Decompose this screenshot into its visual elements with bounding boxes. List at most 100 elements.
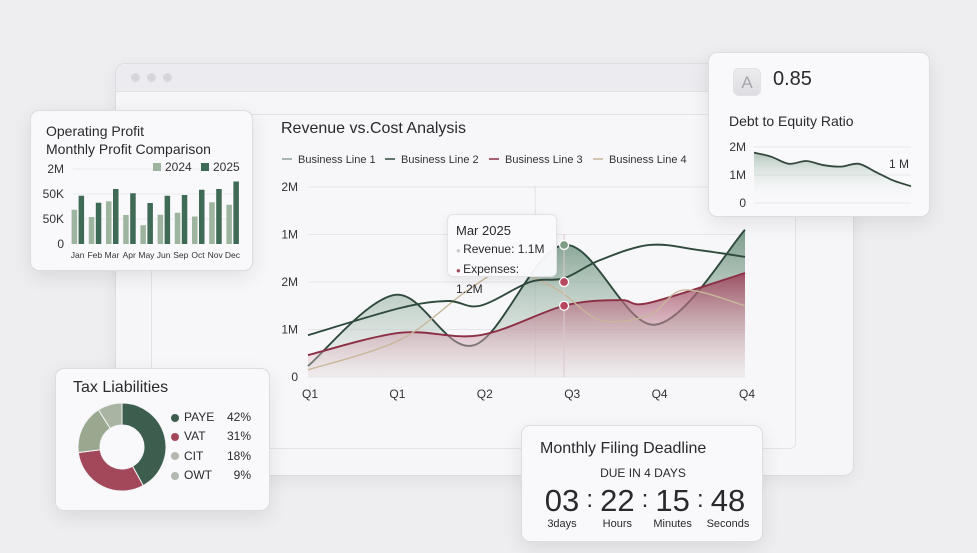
legend-label: PAYE: [184, 410, 215, 424]
x-tick-label: Apr: [123, 250, 136, 260]
y-tick-label: 0: [739, 196, 746, 210]
tax-liabilities-title: Tax Liabilities: [73, 379, 169, 396]
x-tick-label: Q1: [389, 387, 405, 401]
countdown-separator: :: [696, 486, 704, 513]
legend-dot-icon: [171, 471, 179, 480]
bar-2025: [113, 189, 119, 244]
countdown-hours-label: Hours: [602, 518, 632, 530]
window-minimize-dot[interactable]: [147, 73, 156, 82]
donut-slice-owt: [97, 402, 123, 430]
legend-item-vat: VAT 31%: [171, 427, 251, 446]
bar-2024: [174, 212, 181, 244]
series-line-4: [307, 269, 746, 371]
legend-label: Business Line 3: [505, 154, 583, 166]
countdown-seconds: 48 Seconds: [706, 483, 750, 531]
countdown-hours: 22 Hours: [595, 483, 639, 531]
bar-2024: [88, 217, 95, 244]
tax-liabilities-card: Tax Liabilities PAYE 42% VAT 31% CIT 18% OWT 9%: [55, 368, 270, 511]
tax-legend: PAYE 42% VAT 31% CIT 18% OWT 9%: [171, 408, 251, 485]
countdown-separator: :: [641, 486, 649, 513]
y-tick-label: 50K: [43, 187, 64, 201]
x-tick-label: Q1: [302, 387, 318, 401]
countdown-seconds-label: Seconds: [706, 518, 750, 530]
bar-2024: [140, 225, 146, 244]
bar-2025: [147, 203, 153, 244]
bar-2024: [192, 216, 198, 244]
y-tick-label: 1M: [281, 323, 298, 337]
y-tick-label: 1M: [281, 228, 298, 242]
tax-liabilities-donut: [77, 402, 167, 492]
debt-equity-chart: 0 1M 2M 1 M: [729, 140, 912, 210]
x-tick-label: Q3: [564, 387, 580, 401]
legend-label: Business Line 2: [401, 154, 479, 166]
x-tick-label: Q2: [477, 387, 493, 401]
deadline-title: Monthly Filing Deadline: [540, 440, 707, 457]
bar-2025: [130, 193, 136, 244]
y-tick-label: 2M: [281, 275, 298, 289]
window-close-dot[interactable]: [131, 73, 140, 82]
bar-2024: [209, 202, 215, 244]
y-tick-label: 0: [57, 237, 64, 251]
x-tick-label: Nov: [208, 250, 224, 260]
operating-profit-chart: 0 50K 50K 2M 2024 2025 Jan Feb Mar Apr May Jun Sep Oc…: [43, 160, 241, 260]
filing-deadline-card: Monthly Filing Deadline DUE IN 4 DAYS 03…: [521, 425, 763, 542]
legend-label: Business Line 4: [609, 154, 687, 166]
bar-2025: [95, 202, 102, 244]
debt-equity-title: Debt to Equity Ratio: [729, 113, 854, 129]
legend-dot-icon: [171, 413, 179, 422]
rating-badge: A: [733, 68, 761, 96]
legend-swatch-2025: [201, 163, 209, 171]
countdown-minutes-label: Minutes: [653, 518, 692, 530]
countdown-seconds-value: 48: [710, 483, 746, 518]
deadline-due-text: DUE IN 4 DAYS: [600, 466, 686, 480]
series-area-3: [308, 272, 745, 377]
bar-2025: [216, 189, 222, 244]
sparkline-area: [754, 152, 911, 203]
tooltip-title: Mar 2025: [456, 223, 511, 238]
window-zoom-dot[interactable]: [163, 73, 172, 82]
legend-item-cit: CIT 18%: [171, 447, 251, 466]
x-tick-label: Oct: [191, 250, 205, 260]
highlight-point: [558, 276, 570, 288]
y-tick-label: 0: [291, 370, 298, 384]
countdown-days: 03 3days: [540, 484, 584, 531]
bar-2025: [199, 189, 205, 244]
bar-2025: [181, 195, 188, 244]
x-tick-label: Sep: [173, 250, 188, 260]
legend-item-paye: PAYE 42%: [171, 408, 251, 427]
x-tick-label: Feb: [87, 250, 102, 260]
bar-2024: [71, 209, 78, 244]
donut-slice-paye: [121, 402, 167, 487]
x-tick-label: Jan: [71, 250, 85, 260]
y-tick-label: 2M: [729, 140, 746, 154]
legend-label: Business Line 1: [298, 154, 376, 166]
x-tick-label: May: [138, 250, 155, 260]
x-tick-label: Jun: [157, 250, 171, 260]
bar-2024: [123, 215, 129, 244]
legend-value: 9%: [233, 467, 251, 482]
sparkline-annotation: 1 M: [889, 157, 909, 171]
legend-dot-icon: [171, 452, 179, 461]
legend-label: 2025: [213, 160, 240, 174]
countdown-minutes: 15 Minutes: [651, 484, 695, 531]
legend-swatch-2024: [153, 163, 161, 171]
operating-profit-card: Operating Profit Monthly Profit Comparis…: [30, 110, 253, 271]
y-tick-label: 1M: [729, 168, 746, 182]
revenue-dot-icon: ●: [456, 246, 464, 255]
bar-2024: [226, 204, 232, 244]
legend-value: 42%: [226, 410, 251, 424]
x-tick-label: Q4: [739, 387, 755, 401]
countdown-hours-value: 22: [600, 483, 635, 518]
x-tick-label: Dec: [225, 250, 241, 260]
legend-dot-icon: [171, 432, 179, 441]
operating-profit-subtitle: Monthly Profit Comparison: [46, 141, 211, 157]
bar-2025: [233, 181, 239, 244]
legend-label: 2024: [165, 160, 192, 174]
highlight-point: [558, 239, 570, 251]
countdown: 03 3days : 22 Hours : 15 Minutes : 48 Second…: [540, 483, 750, 531]
chart-tooltip: Mar 2025 ● Revenue: 1.1M ● Expenses: 1.2…: [447, 214, 557, 296]
legend-label: CIT: [184, 448, 204, 463]
countdown-separator: :: [586, 486, 593, 513]
y-tick-label: 50K: [43, 212, 64, 226]
